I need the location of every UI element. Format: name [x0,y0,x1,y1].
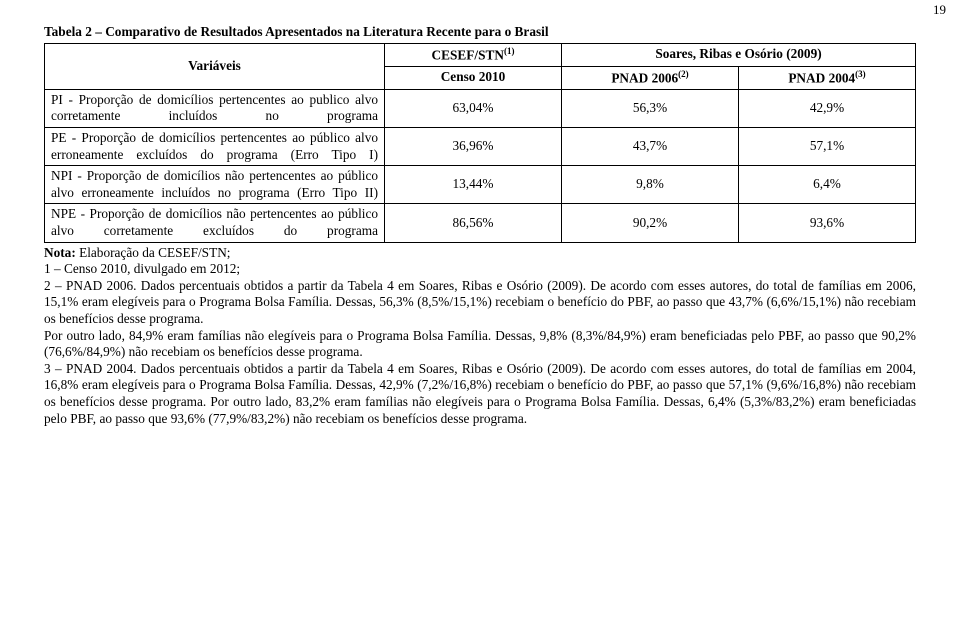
table-header-row-1: Variáveis CESEF/STN(1) Soares, Ribas e O… [45,43,916,66]
note-prefix: Nota: Elaboração da CESEF/STN; [44,245,916,262]
row-pnad2006: 43,7% [562,127,739,165]
col-header-soares: Soares, Ribas e Osório (2009) [562,43,916,66]
row-censo: 86,56% [385,204,562,242]
row-censo: 63,04% [385,89,562,127]
page-number: 19 [933,2,946,18]
note-line-3: Por outro lado, 84,9% eram famílias não … [44,328,916,361]
table-notes: Nota: Elaboração da CESEF/STN; 1 – Censo… [44,245,916,428]
col-header-pnad2006: PNAD 2006(2) [562,66,739,89]
row-pnad2006: 90,2% [562,204,739,242]
col-header-cesef: CESEF/STN(1) [385,43,562,66]
document-page: 19 Tabela 2 – Comparativo de Resultados … [0,0,960,640]
row-pnad2006: 9,8% [562,166,739,204]
row-pnad2004: 57,1% [738,127,915,165]
col-header-pnad2006-sup: (2) [678,69,689,79]
col-header-pnad2004-label: PNAD 2004 [788,70,855,85]
row-pnad2006: 56,3% [562,89,739,127]
row-label: NPI - Proporção de domicílios não perten… [45,166,385,204]
table-row: PE - Proporção de domicílios pertencente… [45,127,916,165]
table-row: PI - Proporção de domicílios pertencente… [45,89,916,127]
table-row: NPI - Proporção de domicílios não perten… [45,166,916,204]
note-prefix-rest: Elaboração da CESEF/STN; [76,245,231,260]
row-label: PE - Proporção de domicílios pertencente… [45,127,385,165]
col-header-pnad2006-label: PNAD 2006 [611,70,678,85]
row-censo: 13,44% [385,166,562,204]
row-pnad2004: 42,9% [738,89,915,127]
table-row: NPE - Proporção de domicílios não perten… [45,204,916,242]
row-label: PI - Proporção de domicílios pertencente… [45,89,385,127]
table-title: Tabela 2 – Comparativo de Resultados Apr… [44,24,916,41]
col-header-variaveis: Variáveis [45,43,385,89]
row-pnad2004: 6,4% [738,166,915,204]
note-line-1: 1 – Censo 2010, divulgado em 2012; [44,261,916,278]
note-prefix-bold: Nota: [44,245,76,260]
row-label: NPE - Proporção de domicílios não perten… [45,204,385,242]
col-header-pnad2004-sup: (3) [855,69,866,79]
note-line-2: 2 – PNAD 2006. Dados percentuais obtidos… [44,278,916,328]
comparison-table: Variáveis CESEF/STN(1) Soares, Ribas e O… [44,43,916,243]
col-header-censo: Censo 2010 [385,66,562,89]
col-header-pnad2004: PNAD 2004(3) [738,66,915,89]
row-censo: 36,96% [385,127,562,165]
col-header-cesef-label: CESEF/STN [432,47,504,62]
col-header-cesef-sup: (1) [504,46,515,56]
note-line-4: 3 – PNAD 2004. Dados percentuais obtidos… [44,361,916,427]
row-pnad2004: 93,6% [738,204,915,242]
